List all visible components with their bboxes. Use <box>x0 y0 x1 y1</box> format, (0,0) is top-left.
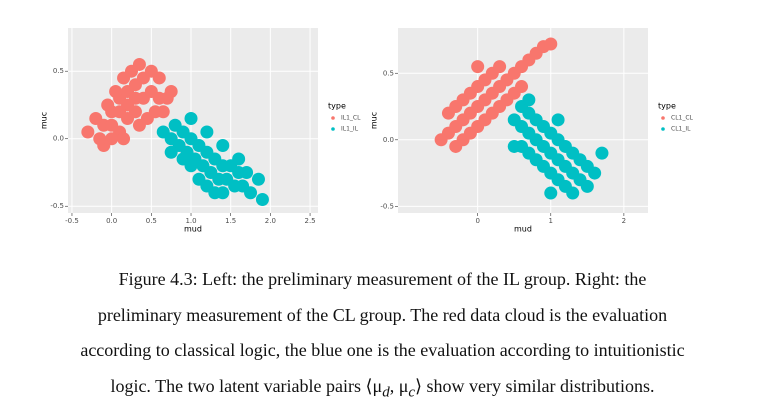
caption-sub: d <box>382 384 390 401</box>
caption-line: Figure 4.3: Left: the preliminary measur… <box>118 269 647 289</box>
point <box>200 125 214 139</box>
point <box>566 186 580 200</box>
point <box>101 98 115 112</box>
y-axis-title: muc <box>40 112 49 129</box>
point <box>216 138 230 152</box>
point <box>109 84 123 98</box>
caption-line: according to classical logic, the blue o… <box>80 340 685 360</box>
point <box>184 111 198 125</box>
point <box>156 105 170 119</box>
x-tick-label: 1.5 <box>225 217 236 225</box>
point <box>216 186 230 200</box>
point <box>471 60 485 74</box>
x-tick-label: 2.5 <box>304 217 315 225</box>
caption-text: ⟩ show very similar distributions. <box>415 375 655 396</box>
point <box>164 145 178 159</box>
point <box>544 37 558 51</box>
legend-swatch <box>331 127 335 131</box>
point <box>544 186 558 200</box>
point <box>449 139 463 153</box>
point <box>117 132 131 146</box>
point <box>152 71 166 85</box>
legend-label: IL1_IL <box>341 126 359 133</box>
x-tick-label: 2.0 <box>265 217 276 225</box>
point <box>132 57 146 71</box>
figure: -0.5 0.0 0.5 -0.5 0.0 0.5 1.0 1.5 2.0 2.5 mud muc ty… <box>40 28 694 234</box>
point <box>515 80 529 94</box>
legend-swatch <box>661 127 665 131</box>
point <box>507 139 521 153</box>
y-tick-label: 0.0 <box>383 136 394 144</box>
x-tick-label: 0.0 <box>106 217 117 225</box>
point <box>81 125 95 139</box>
point <box>463 126 477 140</box>
point <box>240 165 254 179</box>
caption-line: logic. The two latent variable pairs ⟨μd… <box>0 369 765 405</box>
point <box>89 111 103 125</box>
point <box>441 106 455 120</box>
point <box>255 192 269 206</box>
y-tick-label: 0.5 <box>53 67 64 75</box>
point <box>595 146 609 160</box>
caption-line: preliminary measurement of the CL group.… <box>97 304 668 325</box>
x-tick-label: 0 <box>475 217 479 225</box>
point <box>522 106 536 120</box>
x-axis-title: mud <box>184 225 202 234</box>
legend-title: type <box>658 102 676 111</box>
point <box>551 113 565 127</box>
x-tick-label: -0.5 <box>65 217 79 225</box>
point <box>117 71 131 85</box>
y-tick-label: -0.5 <box>380 202 394 210</box>
caption-text: , μ <box>389 375 409 396</box>
point <box>580 179 594 193</box>
x-axis-title: mud <box>514 225 532 234</box>
point <box>244 186 258 200</box>
legend-swatch <box>331 116 335 120</box>
point <box>93 132 107 146</box>
x-tick-label: 0.5 <box>146 217 157 225</box>
y-tick-label: -0.5 <box>50 202 64 210</box>
legend-label: CL1_IL <box>671 126 691 133</box>
legend-label: CL1_CL <box>671 115 694 122</box>
caption-sub: c <box>408 384 416 401</box>
point <box>105 118 119 132</box>
point <box>232 152 246 166</box>
point <box>184 159 198 173</box>
y-tick-label: 0.0 <box>53 135 64 143</box>
y-axis-title: muc <box>370 112 379 129</box>
point <box>164 84 178 98</box>
caption-text: logic. The two latent variable pairs ⟨μ <box>110 375 383 396</box>
y-tick-label: 0.5 <box>383 69 394 77</box>
point <box>493 60 507 74</box>
legend-label: IL1_CL <box>341 115 361 122</box>
point <box>251 172 265 186</box>
legend-swatch <box>661 116 665 120</box>
x-tick-label: 1 <box>549 217 553 225</box>
point <box>522 93 536 107</box>
point <box>113 105 127 119</box>
caption: Figure 4.3: Left: the preliminary measur… <box>0 262 765 404</box>
point <box>434 133 448 147</box>
x-tick-label: 2 <box>622 217 626 225</box>
point <box>588 166 602 180</box>
legend-title: type <box>328 102 346 111</box>
x-tick-label: 1.0 <box>185 217 196 225</box>
